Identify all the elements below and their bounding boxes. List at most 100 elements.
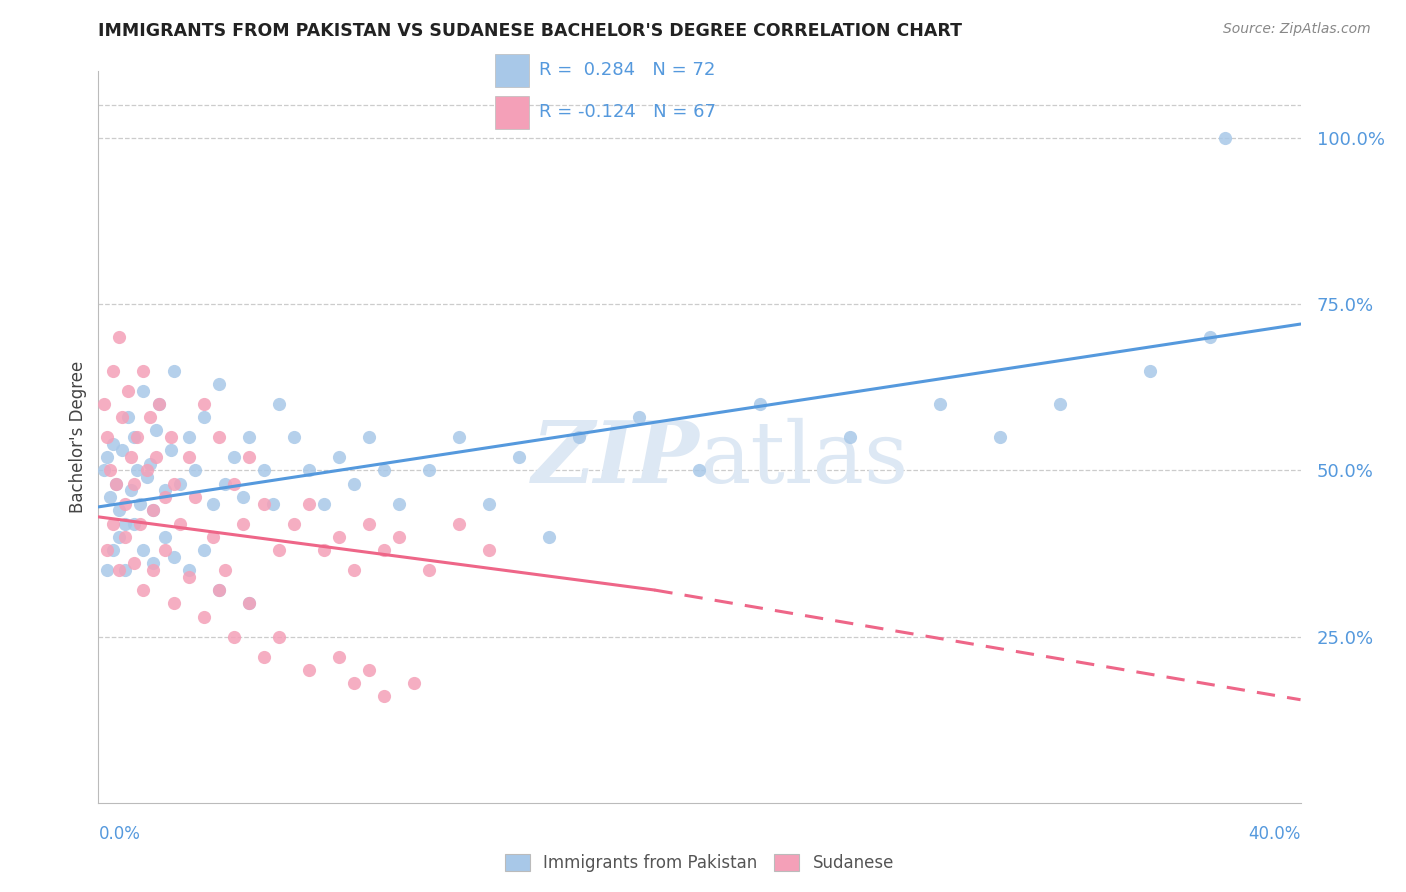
Point (328, 450, 350, 464)
Point (343, 676, 366, 690)
Point (162, 549, 184, 564)
Point (96, 450, 118, 464)
Point (132, 363, 155, 377)
Text: atlas: atlas (699, 417, 908, 500)
Point (135, 463, 157, 477)
Point (108, 563, 131, 577)
Point (232, 516, 254, 531)
Point (478, 543, 501, 558)
Point (141, 557, 163, 571)
Point (1215, 131, 1237, 145)
Point (193, 410, 215, 425)
Y-axis label: Bachelor's Degree: Bachelor's Degree (69, 361, 87, 513)
Point (141, 563, 163, 577)
Point (568, 430, 591, 444)
Point (162, 596, 184, 610)
Point (298, 463, 321, 477)
Point (238, 450, 260, 464)
Point (238, 596, 260, 610)
Point (238, 430, 260, 444)
Point (628, 410, 651, 425)
Text: R =  0.284   N = 72: R = 0.284 N = 72 (538, 61, 716, 78)
Point (159, 430, 181, 444)
Point (129, 497, 152, 511)
Point (929, 397, 952, 411)
Point (183, 490, 205, 504)
Point (141, 503, 163, 517)
Point (508, 450, 530, 464)
Point (343, 563, 366, 577)
Point (114, 530, 136, 544)
Text: R = -0.124   N = 67: R = -0.124 N = 67 (538, 103, 716, 121)
Point (357, 663, 380, 677)
Point (132, 582, 155, 597)
Point (162, 363, 184, 377)
Point (283, 516, 305, 531)
Point (328, 649, 350, 664)
FancyBboxPatch shape (495, 96, 529, 129)
Point (298, 663, 321, 677)
Point (93, 397, 115, 411)
Point (169, 516, 191, 531)
Point (222, 476, 245, 491)
Point (177, 430, 200, 444)
Point (267, 543, 290, 558)
Point (193, 609, 215, 624)
Point (538, 530, 561, 544)
Point (103, 516, 125, 531)
Point (100, 463, 122, 477)
Point (214, 563, 236, 577)
FancyBboxPatch shape (495, 54, 529, 87)
Point (222, 450, 245, 464)
Point (748, 397, 770, 411)
Point (114, 563, 136, 577)
Point (177, 570, 200, 584)
Point (267, 630, 290, 644)
Point (373, 463, 395, 477)
Point (129, 516, 152, 531)
Point (114, 516, 136, 531)
Point (114, 497, 136, 511)
Point (148, 397, 170, 411)
Point (162, 476, 184, 491)
Point (138, 410, 160, 425)
Point (222, 630, 245, 644)
Point (100, 490, 122, 504)
Point (153, 530, 176, 544)
Point (96, 543, 118, 558)
Point (121, 483, 143, 498)
Text: Source: ZipAtlas.com: Source: ZipAtlas.com (1223, 22, 1371, 37)
Point (357, 516, 380, 531)
Point (127, 430, 149, 444)
Point (312, 497, 335, 511)
Point (1139, 363, 1161, 377)
Point (177, 450, 200, 464)
Point (1199, 330, 1222, 344)
Point (253, 463, 276, 477)
Point (688, 463, 710, 477)
Point (96, 430, 118, 444)
Point (418, 563, 440, 577)
Point (177, 563, 200, 577)
Point (208, 582, 231, 597)
Point (111, 443, 134, 458)
Point (135, 470, 157, 484)
Point (214, 476, 236, 491)
Point (208, 582, 231, 597)
Point (357, 430, 380, 444)
Point (96, 563, 118, 577)
Point (373, 543, 395, 558)
Point (238, 596, 260, 610)
Text: 0.0%: 0.0% (98, 825, 141, 843)
Point (328, 530, 350, 544)
Point (141, 503, 163, 517)
Text: IMMIGRANTS FROM PAKISTAN VS SUDANESE BACHELOR'S DEGREE CORRELATION CHART: IMMIGRANTS FROM PAKISTAN VS SUDANESE BAC… (98, 22, 963, 40)
Point (298, 497, 321, 511)
Point (988, 430, 1011, 444)
Point (148, 397, 170, 411)
Point (283, 430, 305, 444)
Point (193, 543, 215, 558)
Point (447, 430, 470, 444)
Point (132, 543, 155, 558)
Point (312, 543, 335, 558)
